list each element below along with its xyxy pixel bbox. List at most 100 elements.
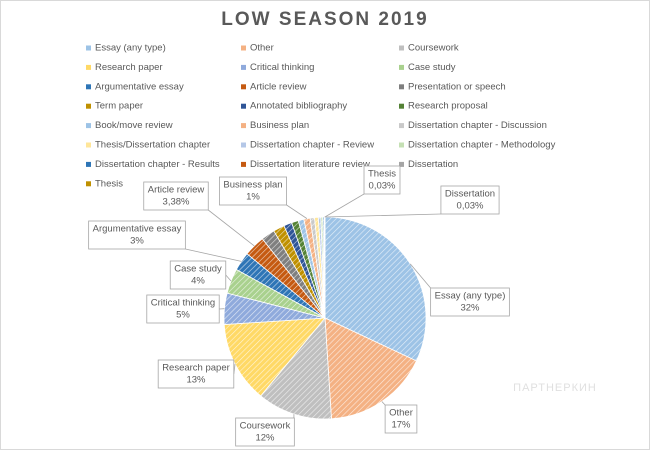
data-label-value: 4% [191, 276, 205, 287]
data-label: Essay (any type)32% [430, 287, 510, 317]
legend-swatch [86, 161, 91, 167]
leader-line [324, 213, 441, 218]
legend-swatch [399, 45, 404, 51]
data-label-box [430, 287, 510, 317]
watermark: ПАРТНЕРКИН [513, 382, 597, 394]
legend-text: Dissertation chapter - Discussion [408, 120, 547, 131]
data-label-name: Case study [174, 264, 222, 275]
data-label-value: 0,03% [369, 181, 396, 192]
data-label-value: 12% [255, 433, 275, 444]
leader-line [381, 401, 386, 406]
data-label-name: Article review [148, 185, 205, 196]
pie-slice [223, 317, 326, 397]
legend-swatch [399, 161, 404, 167]
data-label-value: 5% [176, 310, 190, 321]
legend-text: Research paper [95, 62, 163, 73]
pie-slice [260, 316, 332, 420]
legend-swatch [241, 142, 246, 148]
legend-swatch [86, 45, 91, 51]
pie-slice [324, 317, 417, 420]
legend-swatch [241, 45, 246, 51]
data-label-box [143, 181, 209, 211]
leader-line [233, 363, 236, 375]
legend-text: Term paper [95, 101, 143, 112]
data-label-name: Essay (any type) [435, 291, 506, 302]
legend-swatch [86, 64, 91, 70]
legend-swatch [399, 64, 404, 70]
leader-line [208, 209, 255, 247]
data-label-name: Other [389, 408, 413, 419]
data-label-box [88, 220, 186, 250]
legend-text: Dissertation [408, 159, 458, 170]
data-label-name: Thesis [368, 169, 396, 180]
legend-text: Research proposal [408, 101, 488, 112]
leader-line [185, 248, 242, 262]
data-label-name: Business plan [223, 180, 282, 191]
legend-swatch [86, 123, 91, 129]
legend-text: Dissertation chapter - Results [95, 159, 220, 170]
data-label-value: 13% [186, 375, 206, 386]
data-label-box [363, 165, 401, 195]
legend-swatch [399, 103, 404, 109]
legend-swatch [399, 123, 404, 129]
data-label-box [384, 404, 418, 434]
data-label-value: 17% [391, 420, 411, 431]
data-label-name: Dissertation [445, 189, 495, 200]
data-label-value: 3% [130, 236, 144, 247]
data-label-value: 1% [246, 192, 260, 203]
legend-text: Other [250, 43, 274, 54]
data-label-box [157, 359, 235, 389]
legend-swatch [86, 103, 91, 109]
legend-text: Thesis/Dissertation chapter [95, 140, 210, 151]
data-label-box [169, 260, 227, 290]
data-label-box [235, 417, 295, 447]
data-label-name: Coursework [240, 421, 291, 432]
legend-text: Dissertation chapter - Methodology [408, 140, 556, 151]
legend-swatch [399, 84, 404, 90]
legend-swatch [241, 84, 246, 90]
legend-swatch [241, 123, 246, 129]
data-label-name: Research paper [162, 363, 230, 374]
data-label-box [146, 294, 220, 324]
legend-swatch [86, 142, 91, 148]
legend-text: Argumentative essay [95, 81, 184, 92]
data-label-box [219, 176, 287, 206]
leader-line [324, 193, 365, 218]
legend-text: Article review [250, 81, 307, 92]
leader-line [409, 263, 431, 289]
pie-slice [324, 216, 427, 362]
legend-swatch [241, 161, 246, 167]
legend-text: Dissertation chapter - Review [250, 140, 374, 151]
data-label-value: 3,38% [163, 197, 190, 208]
legend-text: Book/move review [95, 120, 173, 131]
legend-swatch [241, 103, 246, 109]
data-label-value: 0,03% [457, 201, 484, 212]
data-label-name: Argumentative essay [93, 224, 182, 235]
legend-text: Business plan [250, 120, 309, 131]
legend-text: Essay (any type) [95, 43, 166, 54]
legend-text: Annotated bibliography [250, 101, 347, 112]
legend-text: Coursework [408, 43, 459, 54]
data-label-name: Critical thinking [151, 298, 215, 309]
legend-swatch [241, 64, 246, 70]
data-label-box [440, 185, 500, 215]
leader-line [225, 274, 232, 282]
legend-text: Presentation or speech [408, 81, 506, 92]
chart-title: LOW SEASON 2019 [221, 9, 428, 30]
legend-text: Thesis [95, 178, 123, 189]
legend-text: Case study [408, 62, 456, 73]
legend-text: Critical thinking [250, 62, 314, 73]
legend-text: Dissertation literature review [250, 159, 370, 170]
legend-swatch [86, 84, 91, 90]
